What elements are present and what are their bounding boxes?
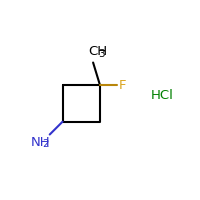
Text: 2: 2 bbox=[42, 139, 49, 149]
Text: HCl: HCl bbox=[151, 89, 174, 102]
Text: F: F bbox=[119, 79, 126, 92]
Text: CH: CH bbox=[88, 45, 107, 58]
Text: NH: NH bbox=[31, 136, 51, 149]
Text: 3: 3 bbox=[99, 49, 105, 59]
